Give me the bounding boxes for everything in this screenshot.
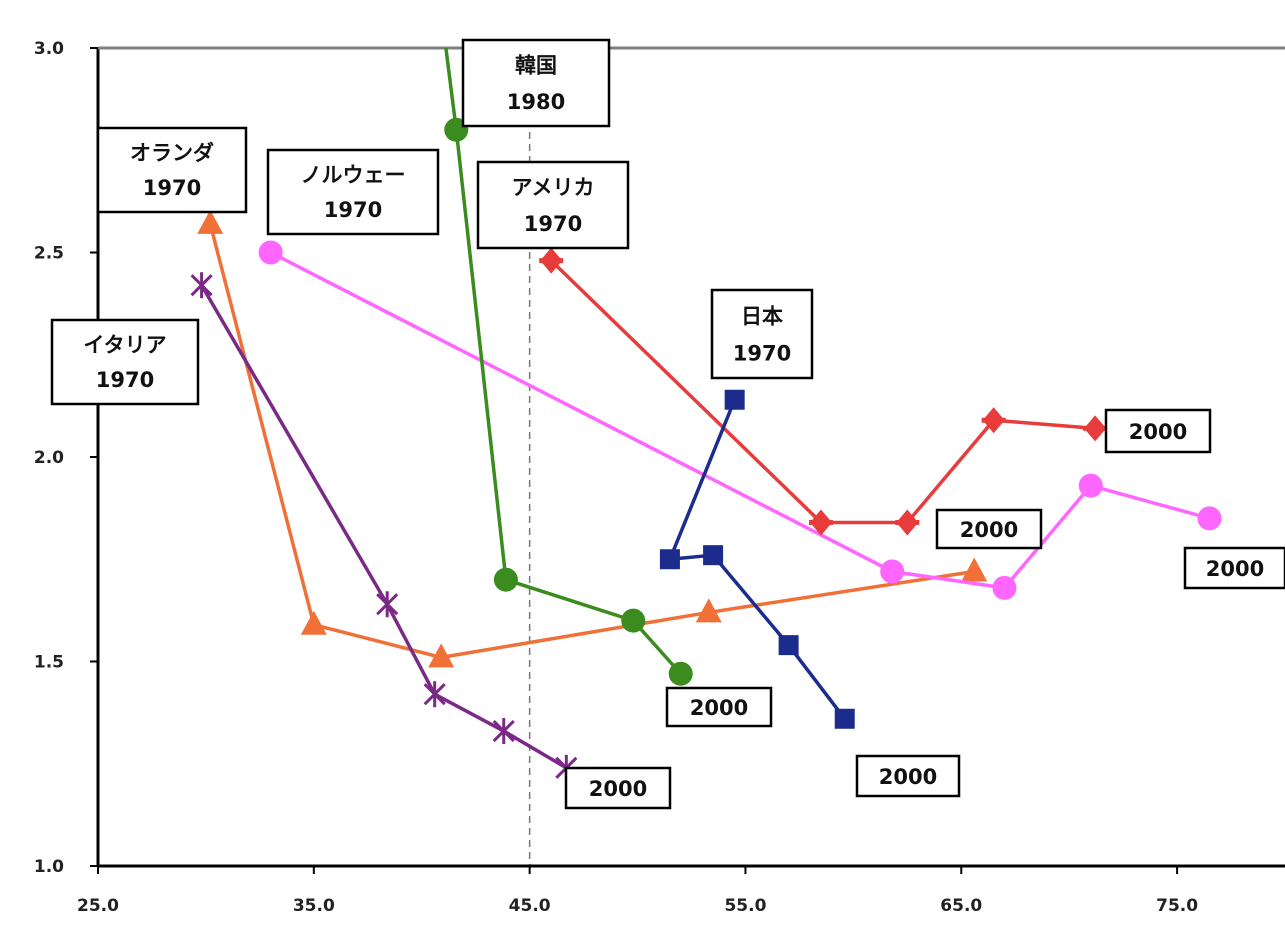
annotation-label: 2000	[1104, 408, 1212, 454]
data-point	[1083, 415, 1108, 442]
annotation-box	[96, 126, 248, 214]
series-line	[549, 259, 1096, 525]
data-point	[258, 240, 283, 265]
annotation-label: 2000	[665, 686, 773, 728]
data-point	[539, 247, 564, 274]
x-tick-label: 65.0	[940, 896, 982, 916]
data-point	[668, 661, 693, 686]
annotation-box	[710, 288, 814, 380]
annotation-box	[461, 38, 611, 128]
annotation-box	[855, 754, 961, 798]
annotation-year: 2000	[1206, 557, 1264, 581]
annotation-country: オランダ	[130, 141, 214, 165]
data-point	[300, 610, 327, 635]
series-1	[258, 240, 1222, 600]
y-tick-label: 2.0	[34, 448, 64, 468]
annotation-country: アメリカ	[512, 176, 595, 200]
annotation-label: ノルウェー 1970	[266, 148, 440, 236]
data-point	[992, 575, 1017, 600]
annotation-year: 1970	[524, 212, 582, 236]
data-point	[423, 681, 446, 708]
x-tick-label: 45.0	[509, 896, 551, 916]
data-point	[197, 209, 224, 234]
annotation-year: 1970	[324, 198, 382, 222]
annotation-year: 2000	[960, 518, 1018, 542]
data-point	[880, 559, 905, 584]
series-0	[197, 209, 988, 668]
data-point	[834, 708, 855, 729]
y-tick-label: 1.0	[34, 857, 64, 877]
annotation-country: 日本	[741, 304, 783, 328]
data-point	[808, 509, 833, 536]
y-tick-label: 3.0	[34, 39, 64, 59]
annotation-label: 2000	[564, 766, 672, 810]
annotation-year: 1980	[507, 90, 565, 114]
data-point	[492, 718, 515, 745]
annotation-year: 2000	[589, 777, 647, 801]
annotation-country: イタリア	[83, 333, 166, 357]
annotation-label: 2000	[1183, 546, 1285, 590]
data-point	[190, 272, 213, 299]
data-point	[376, 591, 399, 618]
data-point	[895, 509, 920, 536]
data-point	[1078, 473, 1103, 498]
annotation-label: 2000	[935, 508, 1043, 550]
annotation-year: 1970	[733, 341, 791, 365]
series-2	[539, 247, 1108, 536]
annotation-year: 2000	[690, 696, 748, 720]
annotation-year: 1970	[143, 176, 201, 200]
data-point	[695, 598, 722, 623]
annotation-box	[665, 686, 773, 728]
x-tick-label: 75.0	[1156, 896, 1198, 916]
annotation-box	[935, 508, 1043, 550]
data-point	[724, 389, 745, 410]
y-tick-label: 2.5	[34, 244, 64, 264]
x-tick-label: 35.0	[293, 896, 335, 916]
series-4	[659, 389, 855, 729]
series-line	[667, 399, 847, 720]
data-point	[493, 567, 518, 592]
data-point	[961, 557, 988, 582]
data-point	[621, 608, 646, 633]
annotation-country: 韓国	[515, 54, 557, 78]
y-tick-label: 1.5	[34, 653, 64, 673]
annotation-country: ノルウェー	[301, 163, 406, 187]
data-point	[778, 635, 799, 656]
annotation-box	[266, 148, 440, 236]
data-point	[703, 545, 724, 566]
annotation-label: イタリア 1970	[50, 318, 200, 406]
annotation-year: 2000	[1129, 420, 1187, 444]
data-point	[659, 549, 680, 570]
annotation-box	[564, 766, 672, 810]
annotation-year: 2000	[879, 765, 937, 789]
annotation-label: 2000	[855, 754, 961, 798]
annotation-year: 1970	[96, 368, 154, 392]
annotation-label: オランダ 1970	[96, 126, 248, 214]
series-line	[208, 223, 975, 660]
annotation-box	[476, 160, 630, 250]
annotation-box	[1104, 408, 1212, 454]
series-5	[190, 272, 578, 781]
annotation-label: 韓国 1980	[461, 38, 611, 128]
series-line	[200, 284, 568, 770]
x-tick-label: 25.0	[77, 896, 119, 916]
annotation-label: アメリカ 1970	[476, 160, 630, 250]
annotation-label: 日本 1970	[710, 288, 814, 380]
x-tick-label: 55.0	[724, 896, 766, 916]
data-point	[1197, 506, 1222, 531]
data-point	[428, 643, 455, 668]
annotation-box	[1183, 546, 1285, 590]
data-point	[981, 407, 1006, 434]
annotation-box	[50, 318, 200, 406]
